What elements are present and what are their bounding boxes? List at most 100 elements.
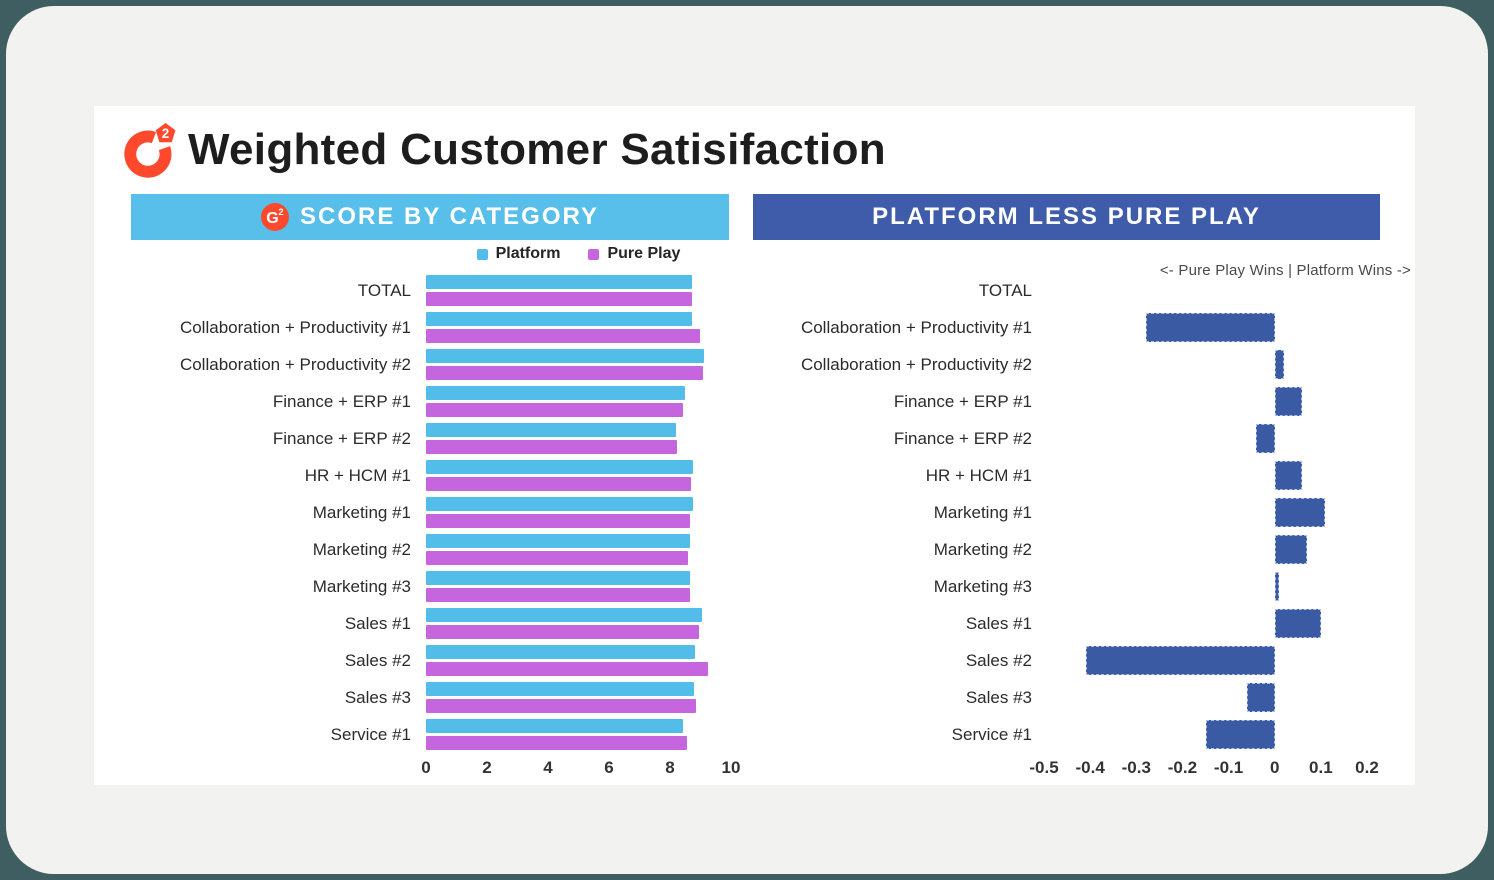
axis-tick: 0 (421, 758, 431, 777)
axis-tick: 10 (721, 758, 741, 777)
platform-bar (426, 423, 676, 437)
score-by-category-chart: TOTAL Collaboration + Productivity #1 Coll… (94, 272, 731, 753)
bar-group (426, 386, 731, 417)
category-row: Collaboration + Productivity #2 (94, 346, 731, 383)
category-label: Collaboration + Productivity #2 (179, 354, 411, 374)
platform-bar (426, 460, 693, 474)
platform-bar (426, 349, 704, 363)
category-label: TOTAL (978, 280, 1032, 300)
diff-plot (1044, 716, 1367, 753)
bar-group (426, 497, 731, 528)
pureplay-bar (426, 514, 691, 528)
diff-bar (1274, 609, 1321, 638)
platform-bar (426, 682, 695, 696)
bar-group (426, 423, 731, 454)
axis-tick: -0.4 (1075, 758, 1105, 777)
pureplay-bar (426, 588, 690, 602)
category-row: Sales #3 (94, 679, 731, 716)
chart-panel: 2 Weighted Customer Satisifaction G 2 SC… (94, 106, 1415, 785)
legend-label-platform: Platform (495, 245, 561, 262)
left-x-axis: 0 2 4 6 8 10 (421, 758, 740, 782)
category-label: Service #1 (951, 724, 1032, 744)
bar-group (426, 534, 731, 565)
left-chart-title: SCORE BY CATEGORY (300, 203, 599, 230)
pureplay-bar (426, 477, 691, 491)
diff-bar (1274, 350, 1284, 379)
category-label: Sales #1 (965, 613, 1032, 633)
category-label: Finance + ERP #2 (272, 428, 411, 448)
rounded-card: 2 Weighted Customer Satisifaction G 2 SC… (6, 6, 1488, 874)
diff-bar (1274, 461, 1303, 490)
platform-bar (426, 571, 691, 585)
diff-plot (1044, 457, 1367, 494)
category-row: Collaboration + Productivity #2 (734, 346, 1367, 383)
category-label: Marketing #2 (933, 539, 1032, 559)
diff-plot (1044, 494, 1367, 531)
g2-logo-icon: 2 (124, 123, 176, 178)
bar-group (426, 645, 731, 676)
diff-plot (1044, 568, 1367, 605)
category-label: HR + HCM #1 (304, 465, 411, 485)
axis-tick: 0.1 (1309, 758, 1333, 777)
pureplay-swatch-icon (588, 248, 600, 260)
category-row: Finance + ERP #2 (94, 420, 731, 457)
category-row: Collaboration + Productivity #1 (734, 309, 1367, 346)
diff-bar (1085, 646, 1275, 675)
category-row: HR + HCM #1 (734, 457, 1367, 494)
diff-bar (1274, 572, 1280, 601)
category-label: Marketing #1 (933, 502, 1032, 522)
axis-tick: -0.1 (1213, 758, 1244, 777)
category-row: Service #1 (734, 716, 1367, 753)
category-row: Sales #2 (734, 642, 1367, 679)
pureplay-bar (426, 736, 688, 750)
category-label: Marketing #3 (933, 576, 1032, 596)
legend-label-pureplay: Pure Play (607, 245, 681, 262)
category-row: Finance + ERP #1 (94, 383, 731, 420)
axis-tick: 0 (1269, 758, 1280, 777)
page-title: Weighted Customer Satisifaction (188, 125, 886, 174)
platform-bar (426, 719, 683, 733)
bar-group (426, 460, 731, 491)
platform-bar (426, 608, 703, 622)
category-row: Marketing #2 (94, 531, 731, 568)
diff-plot (1044, 346, 1367, 383)
platform-bar (426, 645, 696, 659)
g2-badge-icon: G 2 (261, 203, 290, 231)
category-row: TOTAL (94, 272, 731, 309)
diff-bar (1205, 720, 1275, 749)
right-x-axis: -0.5 -0.4 -0.3 -0.2 -0.1 0 0.1 0.2 (1029, 758, 1378, 782)
bar-group (426, 312, 731, 343)
svg-text:2: 2 (279, 207, 286, 217)
legend: Platform Pure Play (426, 245, 731, 263)
left-chart-header: G 2 SCORE BY CATEGORY (131, 194, 729, 240)
diff-bar (1274, 535, 1307, 564)
diff-bar (1274, 498, 1326, 527)
right-chart-title: PLATFORM LESS PURE PLAY (872, 203, 1261, 230)
platform-bar (426, 312, 692, 326)
category-row: Collaboration + Productivity #1 (94, 309, 731, 346)
diff-bar (1247, 683, 1275, 712)
bar-group (426, 682, 731, 713)
legend-item-platform: Platform (476, 245, 561, 263)
category-label: Collaboration + Productivity #2 (800, 354, 1032, 374)
category-label: Sales #2 (965, 650, 1032, 670)
category-label: TOTAL (357, 280, 411, 300)
legend-item-pureplay: Pure Play (588, 245, 680, 263)
pureplay-bar (426, 662, 708, 676)
category-row: Marketing #2 (734, 531, 1367, 568)
pureplay-bar (426, 329, 701, 343)
category-label: Sales #1 (344, 613, 411, 633)
pureplay-bar (426, 625, 700, 639)
category-label: Sales #3 (965, 687, 1032, 707)
category-label: Finance + ERP #1 (272, 391, 411, 411)
pureplay-bar (426, 440, 677, 454)
category-row: HR + HCM #1 (94, 457, 731, 494)
category-label: Marketing #1 (312, 502, 411, 522)
axis-tick: 0.2 (1355, 758, 1379, 777)
brand-row: 2 Weighted Customer Satisifaction (124, 122, 886, 178)
platform-bar (426, 386, 685, 400)
right-chart-header: PLATFORM LESS PURE PLAY (753, 194, 1380, 240)
pureplay-bar (426, 699, 696, 713)
category-row: Sales #1 (734, 605, 1367, 642)
